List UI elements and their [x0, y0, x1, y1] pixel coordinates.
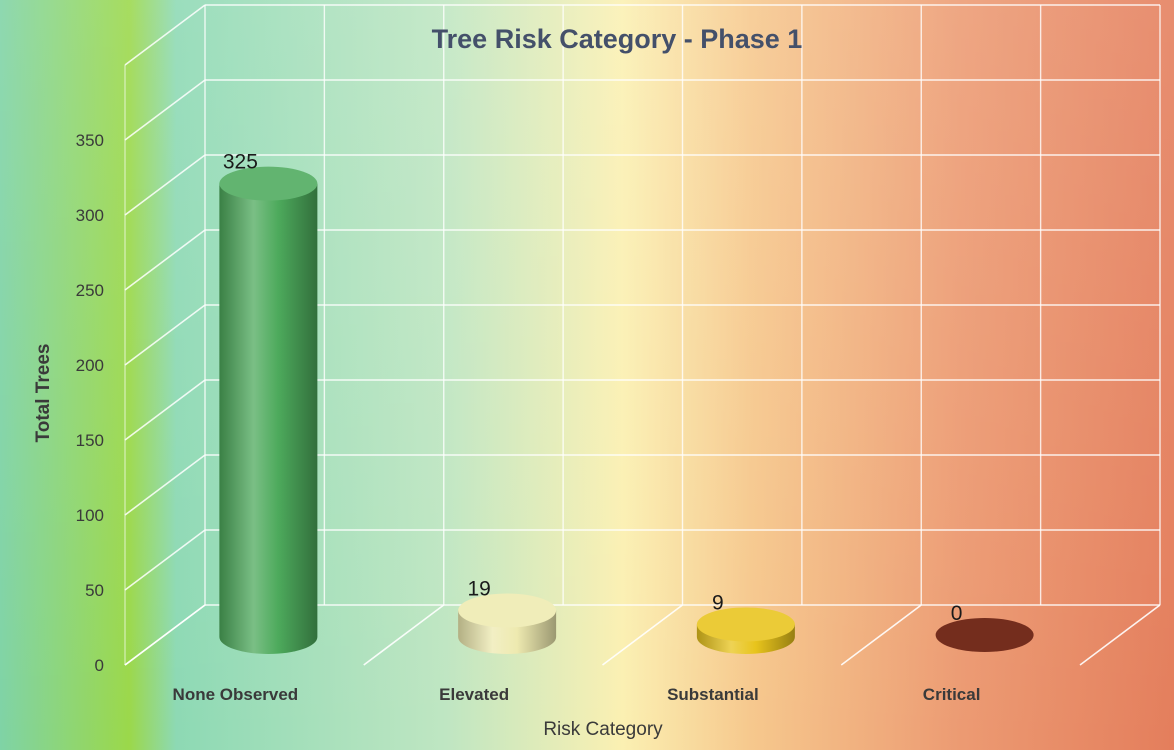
bar	[219, 166, 318, 654]
gridlines	[124, 4, 1161, 666]
bar-top	[219, 166, 318, 201]
y-tick-label: 250	[76, 281, 104, 300]
floor-gridline	[1079, 604, 1161, 666]
floor-gridline	[363, 604, 445, 666]
bar	[696, 607, 795, 654]
data-labels: 325 19 9 0	[223, 151, 963, 625]
side-wall-gridline	[124, 79, 206, 141]
x-tick-label: Substantial	[667, 685, 759, 704]
bar-body	[219, 183, 318, 654]
floor-gridline	[840, 604, 922, 666]
y-axis-ticks: 0 50 100 150 200 250 300 350	[76, 131, 104, 675]
y-tick-label: 100	[76, 506, 104, 525]
bar	[935, 618, 1034, 652]
x-axis-ticks: None Observed Elevated Substantial Critical	[173, 685, 981, 704]
side-wall-gridline	[124, 529, 206, 591]
bar	[458, 593, 557, 654]
data-label: 19	[467, 577, 490, 600]
side-wall-gridline	[124, 154, 206, 216]
x-tick-label: None Observed	[173, 685, 299, 704]
bar-top	[696, 607, 795, 642]
bar-top	[458, 593, 557, 628]
side-wall-gridline	[124, 229, 206, 291]
y-tick-label: 150	[76, 431, 104, 450]
x-axis-title: Risk Category	[543, 719, 663, 740]
y-tick-label: 350	[76, 131, 104, 150]
x-tick-label: Elevated	[439, 685, 509, 704]
data-label: 325	[223, 151, 258, 174]
y-tick-label: 200	[76, 356, 104, 375]
floor-gridline	[124, 604, 206, 666]
side-wall-gridline	[124, 454, 206, 516]
x-tick-label: Critical	[923, 685, 981, 704]
chart-title: Tree Risk Category - Phase 1	[432, 24, 803, 54]
y-tick-label: 300	[76, 206, 104, 225]
y-axis-title: Total Trees	[33, 344, 54, 443]
side-wall-gridline	[124, 4, 206, 66]
data-label: 0	[951, 602, 963, 625]
data-label: 9	[712, 591, 724, 614]
y-tick-label: 50	[85, 581, 104, 600]
floor-gridline	[602, 604, 683, 666]
side-wall-gridline	[124, 379, 206, 441]
bars	[219, 166, 1034, 654]
bar-top	[935, 618, 1034, 652]
side-wall-gridline	[124, 304, 206, 366]
y-tick-label: 0	[95, 656, 104, 675]
